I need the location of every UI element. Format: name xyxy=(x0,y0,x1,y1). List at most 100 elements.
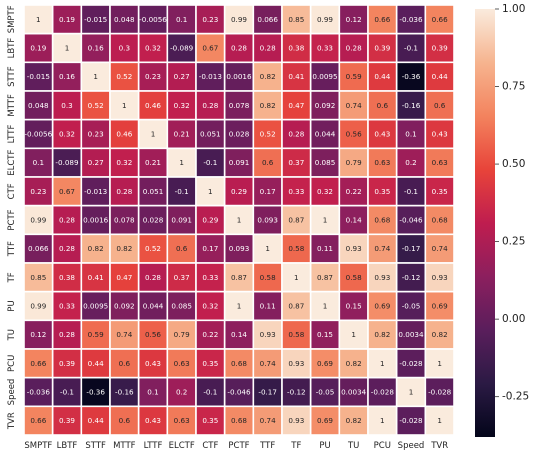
cell-value-label: 0.35 xyxy=(202,416,218,425)
x-tick-label: MTTF xyxy=(113,441,136,451)
cell-value-label: 0.82 xyxy=(374,330,390,339)
cell-value-label: 1 xyxy=(294,273,299,282)
heatmap-cell xyxy=(309,204,341,236)
cell-value-label: 0.6 xyxy=(119,359,131,368)
cell-value-label: 0.43 xyxy=(145,359,161,368)
cell-value-label: 0.2 xyxy=(405,158,416,167)
heatmap-cell xyxy=(367,405,398,436)
cell-value-label: 0.29 xyxy=(231,187,247,196)
cell-value-label: 0.68 xyxy=(432,216,448,225)
cell-value-label: 0.44 xyxy=(88,359,104,368)
cell-value-label: -0.028 xyxy=(371,388,395,397)
cell-value-label: 0.63 xyxy=(432,158,448,167)
cell-value-label: 0.16 xyxy=(59,72,75,81)
cell-value-label: 0.21 xyxy=(145,158,161,167)
cell-value-label: 0.37 xyxy=(288,158,304,167)
cell-value-label: 0.28 xyxy=(202,101,218,110)
cell-value-label: 0.028 xyxy=(143,216,164,225)
cell-value-label: 1 xyxy=(151,130,156,139)
cell-value-label: 0.38 xyxy=(59,273,75,282)
heatmap-cell xyxy=(367,176,398,207)
cell-value-label: 0.35 xyxy=(432,187,448,196)
cell-value-label: 0.43 xyxy=(374,130,390,139)
cell-value-label: 0.99 xyxy=(30,302,46,311)
cell-value-label: 0.29 xyxy=(202,216,218,225)
cell-value-label: 1 xyxy=(380,416,385,425)
heatmap-cell xyxy=(367,147,398,178)
cell-value-label: 0.52 xyxy=(88,101,104,110)
cell-value-label: 0.32 xyxy=(202,302,218,311)
cell-value-label: 1 xyxy=(179,158,184,167)
cell-value-label: 0.092 xyxy=(315,101,336,110)
cell-value-label: -0.36 xyxy=(86,388,105,397)
cell-value-label: 0.46 xyxy=(145,101,161,110)
heatmap-cell xyxy=(195,405,226,436)
cell-value-label: 0.044 xyxy=(315,130,336,139)
heatmap-cell xyxy=(166,176,197,207)
cell-value-label: 0.68 xyxy=(231,359,247,368)
cell-value-label: 0.0016 xyxy=(226,72,252,81)
heatmap-cell xyxy=(338,262,369,293)
heatmap-cell xyxy=(166,61,197,92)
cell-value-label: 0.27 xyxy=(174,72,190,81)
cell-value-label: -0.046 xyxy=(399,216,423,225)
y-tick-label: PU xyxy=(7,300,17,311)
cell-value-label: 0.74 xyxy=(260,416,276,425)
cell-value-label: 0.39 xyxy=(432,44,448,53)
cell-value-label: 0.66 xyxy=(30,416,46,425)
cell-value-label: 0.87 xyxy=(231,273,247,282)
cell-value-label: 0.28 xyxy=(260,44,276,53)
cell-value-label: 0.79 xyxy=(174,330,190,339)
cell-value-label: 0.33 xyxy=(59,302,75,311)
cell-value-label: 0.28 xyxy=(59,244,75,253)
cell-value-label: 1 xyxy=(323,216,328,225)
heatmap-cell xyxy=(80,204,111,236)
cell-value-label: -0.028 xyxy=(428,388,452,397)
cell-value-label: 0.82 xyxy=(346,359,362,368)
cell-value-label: 0.59 xyxy=(346,72,362,81)
cell-value-label: 0.078 xyxy=(114,216,135,225)
cell-value-label: 0.085 xyxy=(171,302,192,311)
heatmap-cell xyxy=(395,147,427,178)
cell-value-label: 0.0034 xyxy=(341,388,367,397)
cell-value-label: 0.078 xyxy=(229,101,250,110)
x-tick-label: Speed xyxy=(398,441,425,451)
cell-value-label: 0.93 xyxy=(288,359,304,368)
cell-value-label: 0.93 xyxy=(260,330,276,339)
cell-value-label: 1 xyxy=(237,216,242,225)
cell-value-label: 0.46 xyxy=(116,130,132,139)
cell-value-label: 0.85 xyxy=(288,15,304,24)
cell-value-label: 1 xyxy=(208,187,213,196)
cell-value-label: 0.93 xyxy=(288,416,304,425)
cell-value-label: 0.79 xyxy=(346,158,362,167)
heatmap-cell xyxy=(166,90,197,121)
cell-value-label: 0.82 xyxy=(116,244,132,253)
cell-value-label: -0.013 xyxy=(84,187,107,196)
cell-value-label: 0.14 xyxy=(346,216,362,225)
cell-value-label: 0.32 xyxy=(59,130,75,139)
y-tick-label: PCU xyxy=(7,355,17,372)
heatmap-cell xyxy=(137,90,169,121)
cell-value-label: 0.39 xyxy=(59,416,75,425)
x-tick-label: LBTF xyxy=(57,441,78,451)
cell-value-label: 0.39 xyxy=(374,44,390,53)
heatmap-cell xyxy=(80,147,111,178)
cell-value-label: 0.41 xyxy=(288,72,304,81)
cell-value-label: 0.091 xyxy=(229,158,250,167)
cell-value-label: 0.12 xyxy=(346,15,362,24)
cell-value-label: 0.52 xyxy=(145,244,161,253)
heatmap-cell xyxy=(51,147,83,178)
y-tick-label: ELCTF xyxy=(7,149,17,175)
heatmap-cell xyxy=(23,61,54,92)
cell-value-label: 0.32 xyxy=(174,101,190,110)
colorbar: 1.00 0.75 0.50 0.25 0.00 -0.25 xyxy=(475,3,529,437)
heatmap-cell xyxy=(109,147,140,178)
cell-value-label: 0.066 xyxy=(28,244,49,253)
cell-value-label: 0.68 xyxy=(374,216,390,225)
cell-value-label: 0.37 xyxy=(174,273,190,282)
heatmap-cell xyxy=(252,405,283,436)
cell-value-label: 0.6 xyxy=(119,416,131,425)
cell-value-label: 0.23 xyxy=(30,187,46,196)
cell-value-label: 0.27 xyxy=(88,158,104,167)
cell-value-label: 0.2 xyxy=(176,388,187,397)
